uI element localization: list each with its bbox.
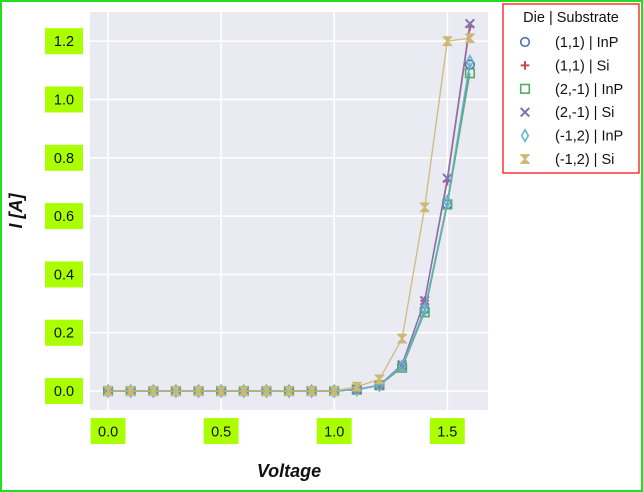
legend-item: (2,-1) | InP [519, 82, 623, 98]
legend-item: (-1,2) | Si [520, 152, 614, 168]
data-point [351, 381, 362, 392]
legend-item: (2,-1) | Si [519, 105, 614, 121]
x-tick: 1.0 [316, 418, 352, 444]
data-point [216, 386, 227, 396]
y-tick-highlight [45, 144, 83, 171]
data-point [148, 386, 159, 396]
y-tick-label: 0.2 [54, 326, 74, 342]
data-point [420, 301, 429, 317]
y-tick-highlight [45, 319, 83, 346]
legend-marker [520, 154, 530, 164]
x-tick-highlight [316, 418, 352, 444]
x-tick-highlight [203, 418, 239, 444]
y-tick-highlight [45, 28, 83, 55]
data-point [464, 18, 475, 29]
data-point [397, 333, 407, 344]
data-point [125, 386, 136, 396]
legend-box [502, 3, 640, 174]
y-tick-label: 1.0 [54, 92, 74, 108]
legend-label: (2,-1) | InP [555, 82, 623, 98]
data-point [261, 386, 272, 396]
y-tick: 0.6 [45, 203, 83, 230]
data-point [397, 358, 407, 374]
y-tick-label: 0.0 [54, 384, 74, 400]
y-tick: 0.8 [45, 144, 83, 171]
y-tick-highlight [45, 261, 83, 288]
legend-label: (-1,2) | InP [555, 129, 623, 145]
y-tick: 1.0 [45, 86, 83, 113]
data-point [419, 202, 430, 213]
x-tick-label: 1.0 [324, 425, 344, 441]
x-tick: 0.5 [203, 418, 239, 444]
data-point [443, 194, 452, 209]
legend-marker [520, 61, 530, 70]
y-tick: 1.2 [45, 28, 83, 55]
legend-marker [520, 128, 530, 144]
data-point [171, 386, 181, 396]
y-tick-label: 1.2 [54, 34, 74, 50]
legend-items: (1,1) | InP (1,1) | Si (2,-1) | InP (2,-1) … [519, 35, 623, 168]
legend-label: (1,1) | Si [555, 58, 610, 74]
legend-item: (1,1) | InP [519, 35, 618, 51]
data-point [329, 386, 340, 396]
series [103, 33, 475, 396]
x-tick-label: 0.5 [211, 425, 231, 441]
y-tick-label: 0.4 [54, 267, 74, 283]
data-point [374, 374, 385, 385]
data-point [465, 33, 475, 44]
data-point [193, 386, 204, 396]
x-tick-label: 0.0 [98, 425, 118, 441]
legend-marker [519, 83, 531, 94]
y-tick: 0.4 [45, 261, 83, 288]
grid-lines [90, 12, 488, 410]
y-tick-label: 0.8 [54, 151, 74, 167]
legend-marker [519, 107, 531, 118]
x-tick-highlight [90, 418, 126, 444]
y-tick-highlight [45, 203, 83, 230]
y-axis-title: I [A] [6, 193, 26, 229]
x-tick-labels: 0.0 0.5 1.0 1.5 [90, 418, 465, 444]
x-tick-label: 1.5 [437, 425, 457, 441]
legend-label: (-1,2) | Si [555, 152, 614, 168]
legend-title: Die | Substrate [523, 10, 619, 26]
legend: Die | Substrate (1,1) | InP (1,1) | Si (2,… [502, 3, 640, 174]
data-point [284, 386, 294, 396]
y-tick: 0.0 [45, 378, 83, 405]
y-tick: 0.2 [45, 319, 83, 346]
data-point [306, 386, 317, 396]
data-point [103, 386, 113, 396]
data-point [442, 36, 453, 47]
data-point [238, 386, 249, 396]
series-group [102, 18, 476, 399]
y-tick-highlight [45, 86, 83, 113]
x-tick-highlight [429, 418, 465, 444]
y-tick-labels: 0.0 0.2 0.4 0.6 0.8 1.0 1.2 [45, 28, 83, 405]
y-tick-highlight [45, 378, 83, 405]
y-tick-label: 0.6 [54, 209, 74, 225]
legend-marker [519, 36, 531, 48]
x-tick: 0.0 [90, 418, 126, 444]
legend-label: (2,-1) | Si [555, 105, 614, 121]
x-tick: 1.5 [429, 418, 465, 444]
x-axis-title: Voltage [257, 461, 321, 481]
legend-item: (-1,2) | InP [520, 128, 623, 145]
legend-label: (1,1) | InP [555, 35, 618, 51]
legend-item: (1,1) | Si [520, 58, 610, 74]
data-point [465, 54, 475, 69]
